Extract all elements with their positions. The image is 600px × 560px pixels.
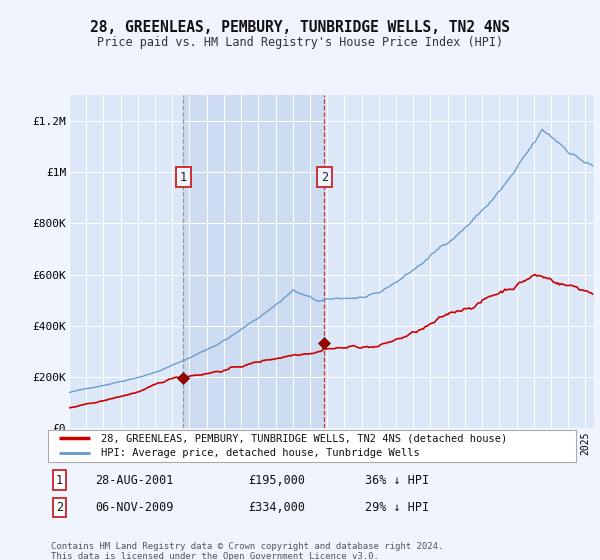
Text: 28, GREENLEAS, PEMBURY, TUNBRIDGE WELLS, TN2 4NS (detached house): 28, GREENLEAS, PEMBURY, TUNBRIDGE WELLS,…	[101, 433, 507, 444]
Text: HPI: Average price, detached house, Tunbridge Wells: HPI: Average price, detached house, Tunb…	[101, 448, 419, 458]
Text: 36% ↓ HPI: 36% ↓ HPI	[365, 474, 429, 487]
Text: 29% ↓ HPI: 29% ↓ HPI	[365, 501, 429, 514]
Text: 2: 2	[321, 171, 328, 184]
Text: 1: 1	[56, 474, 63, 487]
Text: 28, GREENLEAS, PEMBURY, TUNBRIDGE WELLS, TN2 4NS: 28, GREENLEAS, PEMBURY, TUNBRIDGE WELLS,…	[90, 20, 510, 35]
Text: Contains HM Land Registry data © Crown copyright and database right 2024.
This d: Contains HM Land Registry data © Crown c…	[51, 542, 443, 560]
Text: 1: 1	[180, 171, 187, 184]
Text: 28-AUG-2001: 28-AUG-2001	[95, 474, 174, 487]
Text: £334,000: £334,000	[248, 501, 305, 514]
Bar	[184, 95, 325, 428]
Text: 2: 2	[56, 501, 63, 514]
Text: Price paid vs. HM Land Registry's House Price Index (HPI): Price paid vs. HM Land Registry's House …	[97, 36, 503, 49]
Text: 06-NOV-2009: 06-NOV-2009	[95, 501, 174, 514]
Text: £195,000: £195,000	[248, 474, 305, 487]
